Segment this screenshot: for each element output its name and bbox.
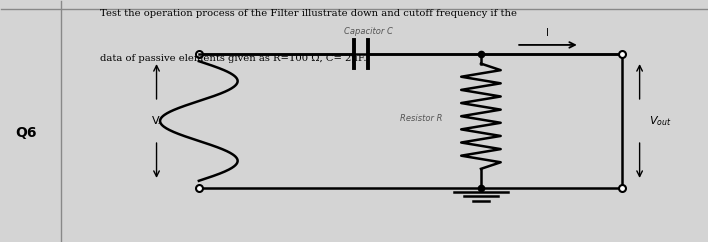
Text: V.: V. bbox=[152, 116, 161, 126]
Text: I: I bbox=[547, 29, 549, 38]
Text: $V_{out}$: $V_{out}$ bbox=[649, 114, 672, 128]
Text: Capacitor C: Capacitor C bbox=[343, 27, 392, 36]
Text: Test the operation process of the Filter illustrate down and cutoff frequency if: Test the operation process of the Filter… bbox=[100, 8, 517, 18]
Text: data of passive elements given as R=100 Ω, C= 2μF.: data of passive elements given as R=100 … bbox=[100, 54, 367, 63]
Text: Q6: Q6 bbox=[16, 126, 37, 140]
Text: Resistor R: Resistor R bbox=[400, 114, 442, 123]
